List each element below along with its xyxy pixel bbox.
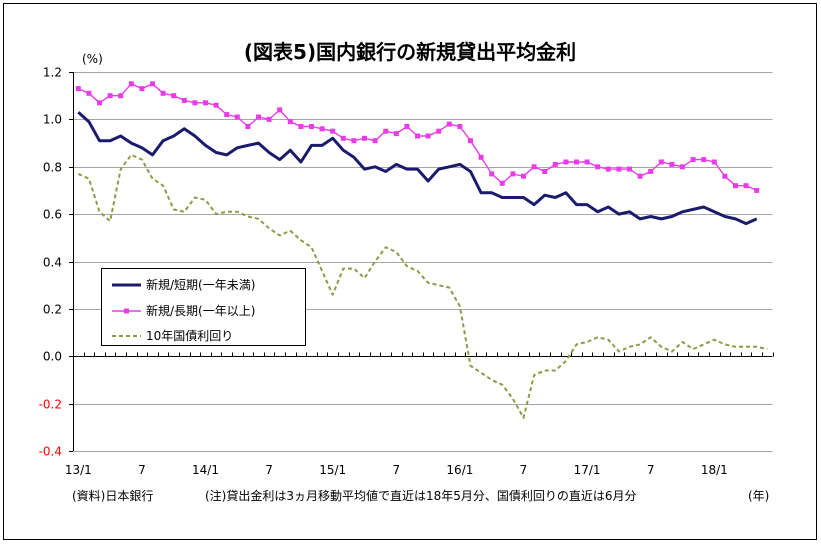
long-term-rate-marker bbox=[404, 124, 410, 129]
long-term-rate-marker bbox=[584, 159, 590, 165]
legend-label-short-term: 新規/短期(一年未満) bbox=[146, 277, 255, 292]
long-term-rate-marker bbox=[203, 100, 208, 106]
long-term-rate-marker bbox=[499, 180, 505, 186]
y-tick-label: 1.2 bbox=[43, 66, 62, 80]
x-tick-label: 14/1 bbox=[192, 463, 219, 477]
y-tick-label: 0.8 bbox=[43, 161, 62, 175]
y-tick-label: 0.2 bbox=[43, 303, 62, 317]
long-term-rate-marker bbox=[213, 102, 219, 108]
x-tick-label: 7 bbox=[520, 463, 528, 477]
long-term-rate-marker bbox=[340, 135, 346, 141]
source-note: (資料)日本銀行 bbox=[72, 489, 153, 503]
long-term-rate-marker bbox=[446, 121, 452, 127]
long-term-rate-marker bbox=[287, 119, 293, 125]
long-term-rate-marker bbox=[690, 157, 696, 163]
long-term-rate-marker bbox=[362, 135, 367, 141]
long-term-rate-marker bbox=[309, 124, 314, 129]
long-term-rate-marker bbox=[722, 173, 728, 179]
long-term-rate-marker bbox=[457, 124, 463, 129]
long-term-rate-marker bbox=[552, 161, 558, 167]
x-tick-label: 18/1 bbox=[701, 463, 728, 477]
long-term-rate-marker bbox=[436, 128, 442, 134]
long-term-rate-marker bbox=[468, 138, 473, 144]
x-tick-label: 13/1 bbox=[65, 463, 92, 477]
long-term-rate-marker bbox=[256, 114, 261, 120]
long-term-rate-marker bbox=[171, 93, 177, 99]
y-tick-label: 0.6 bbox=[43, 208, 62, 222]
long-term-rate-marker bbox=[97, 100, 102, 106]
long-term-rate-marker bbox=[754, 187, 760, 193]
long-term-rate-marker bbox=[266, 116, 272, 122]
long-term-rate-marker bbox=[118, 93, 124, 99]
long-term-rate-marker bbox=[298, 124, 304, 129]
y-axis-unit: (%) bbox=[82, 52, 103, 66]
long-term-rate-marker bbox=[648, 169, 654, 174]
long-term-rate-marker bbox=[245, 124, 251, 129]
long-term-rate-marker bbox=[372, 138, 378, 144]
long-term-rate-marker bbox=[425, 133, 431, 139]
long-term-rate-marker bbox=[489, 171, 495, 177]
long-term-rate-marker bbox=[181, 97, 187, 103]
legend: 新規/短期(一年未満) 新規/長期(一年以上) 10年国債利回り bbox=[101, 268, 306, 346]
footnote: (注)貸出金利は3ヵ月移動平均値で直近は18年5月分、国債利回りの直近は6月分 bbox=[205, 488, 637, 503]
long-term-rate-marker bbox=[701, 157, 707, 163]
long-term-rate-marker bbox=[128, 81, 134, 87]
x-tick-label: 7 bbox=[392, 463, 400, 477]
long-term-rate-marker bbox=[616, 166, 622, 172]
long-term-rate-marker bbox=[393, 131, 399, 137]
long-term-rate-marker bbox=[669, 161, 675, 167]
y-tick-label: 1.0 bbox=[43, 113, 62, 127]
chart-title: (図表5)国内銀行の新規貸出平均金利 bbox=[244, 40, 576, 64]
long-term-rate-marker bbox=[521, 173, 526, 179]
long-term-rate-marker bbox=[383, 128, 389, 134]
x-tick-label: 7 bbox=[265, 463, 273, 477]
series-line-short-term-rate bbox=[77, 111, 758, 226]
x-tick-label: 7 bbox=[647, 463, 655, 477]
long-term-rate-marker bbox=[743, 183, 749, 189]
long-term-rate-marker bbox=[563, 159, 569, 165]
long-term-rate-marker bbox=[478, 154, 484, 160]
long-term-rate-marker bbox=[234, 114, 240, 120]
long-term-rate-marker bbox=[510, 171, 516, 177]
legend-box bbox=[101, 268, 306, 346]
long-term-rate-marker bbox=[574, 159, 579, 165]
x-tick-label: 16/1 bbox=[446, 463, 473, 477]
long-term-rate-marker bbox=[415, 133, 420, 139]
long-term-rate-marker bbox=[139, 86, 145, 92]
long-term-rate-marker bbox=[277, 107, 283, 113]
long-term-rate-marker bbox=[637, 173, 643, 179]
long-term-rate-marker bbox=[531, 164, 537, 170]
long-term-rate-marker bbox=[86, 90, 92, 96]
series-line-jgb-10y-yield bbox=[77, 153, 768, 419]
long-term-rate-marker bbox=[351, 138, 357, 144]
long-term-rate-marker bbox=[160, 90, 166, 96]
long-term-rate-marker bbox=[75, 86, 81, 92]
long-term-rate-marker bbox=[542, 169, 548, 174]
legend-label-long-term: 新規/長期(一年以上) bbox=[146, 303, 255, 318]
long-term-rate-marker bbox=[319, 126, 325, 132]
y-tick-label: -0.2 bbox=[39, 398, 62, 412]
long-term-rate-marker bbox=[224, 112, 230, 118]
long-term-rate-marker bbox=[330, 128, 336, 134]
legend-label-jgb-10y: 10年国債利回り bbox=[146, 328, 233, 343]
x-tick-label: 17/1 bbox=[574, 463, 601, 477]
legend-marker-long-term bbox=[124, 308, 129, 314]
long-term-rate-marker bbox=[605, 166, 611, 172]
y-tick-label: -0.4 bbox=[39, 445, 62, 459]
long-term-rate-marker bbox=[658, 159, 664, 165]
x-tick-label: 15/1 bbox=[319, 463, 346, 477]
long-term-rate-marker bbox=[627, 166, 632, 172]
x-axis-unit: (年) bbox=[748, 489, 769, 503]
y-tick-label: 0.4 bbox=[43, 256, 62, 270]
long-term-rate-marker bbox=[680, 164, 685, 170]
long-term-rate-marker bbox=[733, 183, 738, 189]
y-tick-label: 0.0 bbox=[43, 350, 62, 364]
long-term-rate-marker bbox=[711, 159, 717, 165]
long-term-rate-marker bbox=[150, 81, 155, 87]
long-term-rate-marker bbox=[192, 100, 198, 106]
long-term-rate-marker bbox=[595, 164, 601, 170]
long-term-rate-marker bbox=[107, 93, 113, 99]
x-tick-label: 7 bbox=[138, 463, 146, 477]
